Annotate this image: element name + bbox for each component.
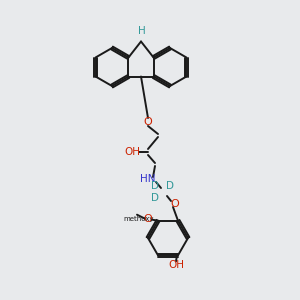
Text: OH: OH: [124, 147, 140, 157]
Text: methoxy: methoxy: [124, 216, 154, 222]
Text: OH: OH: [168, 260, 184, 270]
Text: D: D: [166, 181, 174, 191]
Text: D: D: [151, 181, 159, 191]
Text: D: D: [151, 193, 159, 203]
Text: O: O: [144, 214, 152, 224]
Text: O: O: [171, 199, 179, 209]
Text: HN: HN: [140, 174, 156, 184]
Text: O: O: [144, 117, 152, 127]
Text: H: H: [138, 26, 146, 37]
